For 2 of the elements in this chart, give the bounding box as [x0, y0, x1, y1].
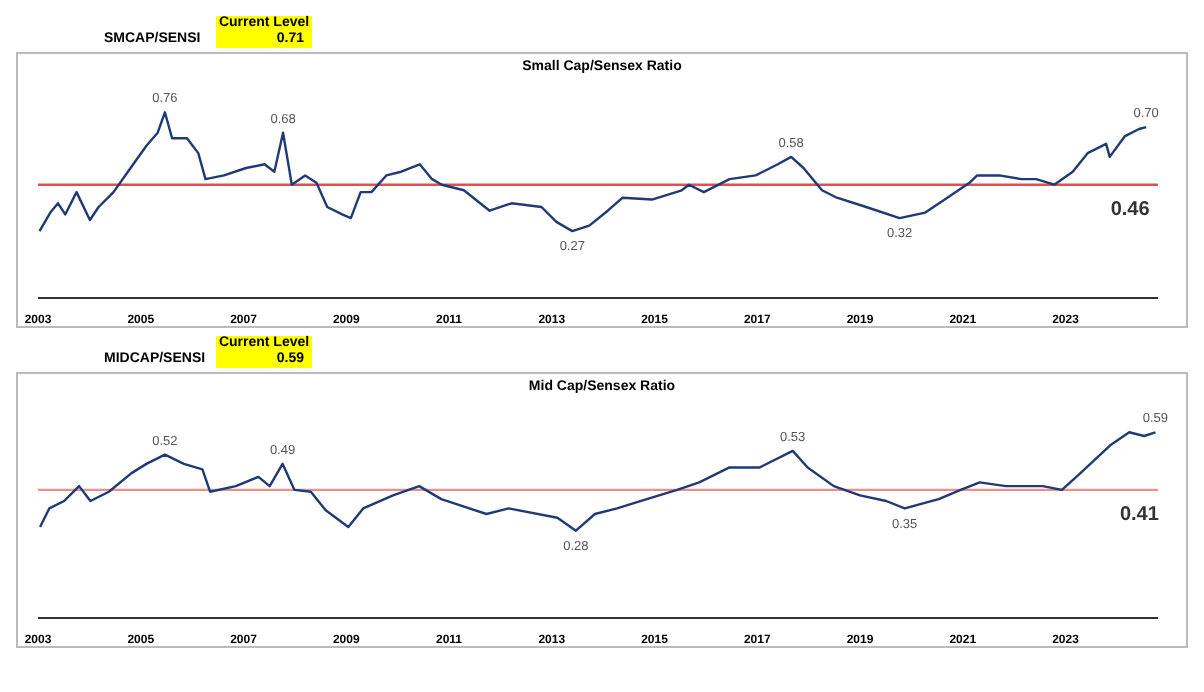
annotation: 0.46	[1110, 198, 1151, 221]
annotation: 0.41	[1119, 504, 1160, 527]
